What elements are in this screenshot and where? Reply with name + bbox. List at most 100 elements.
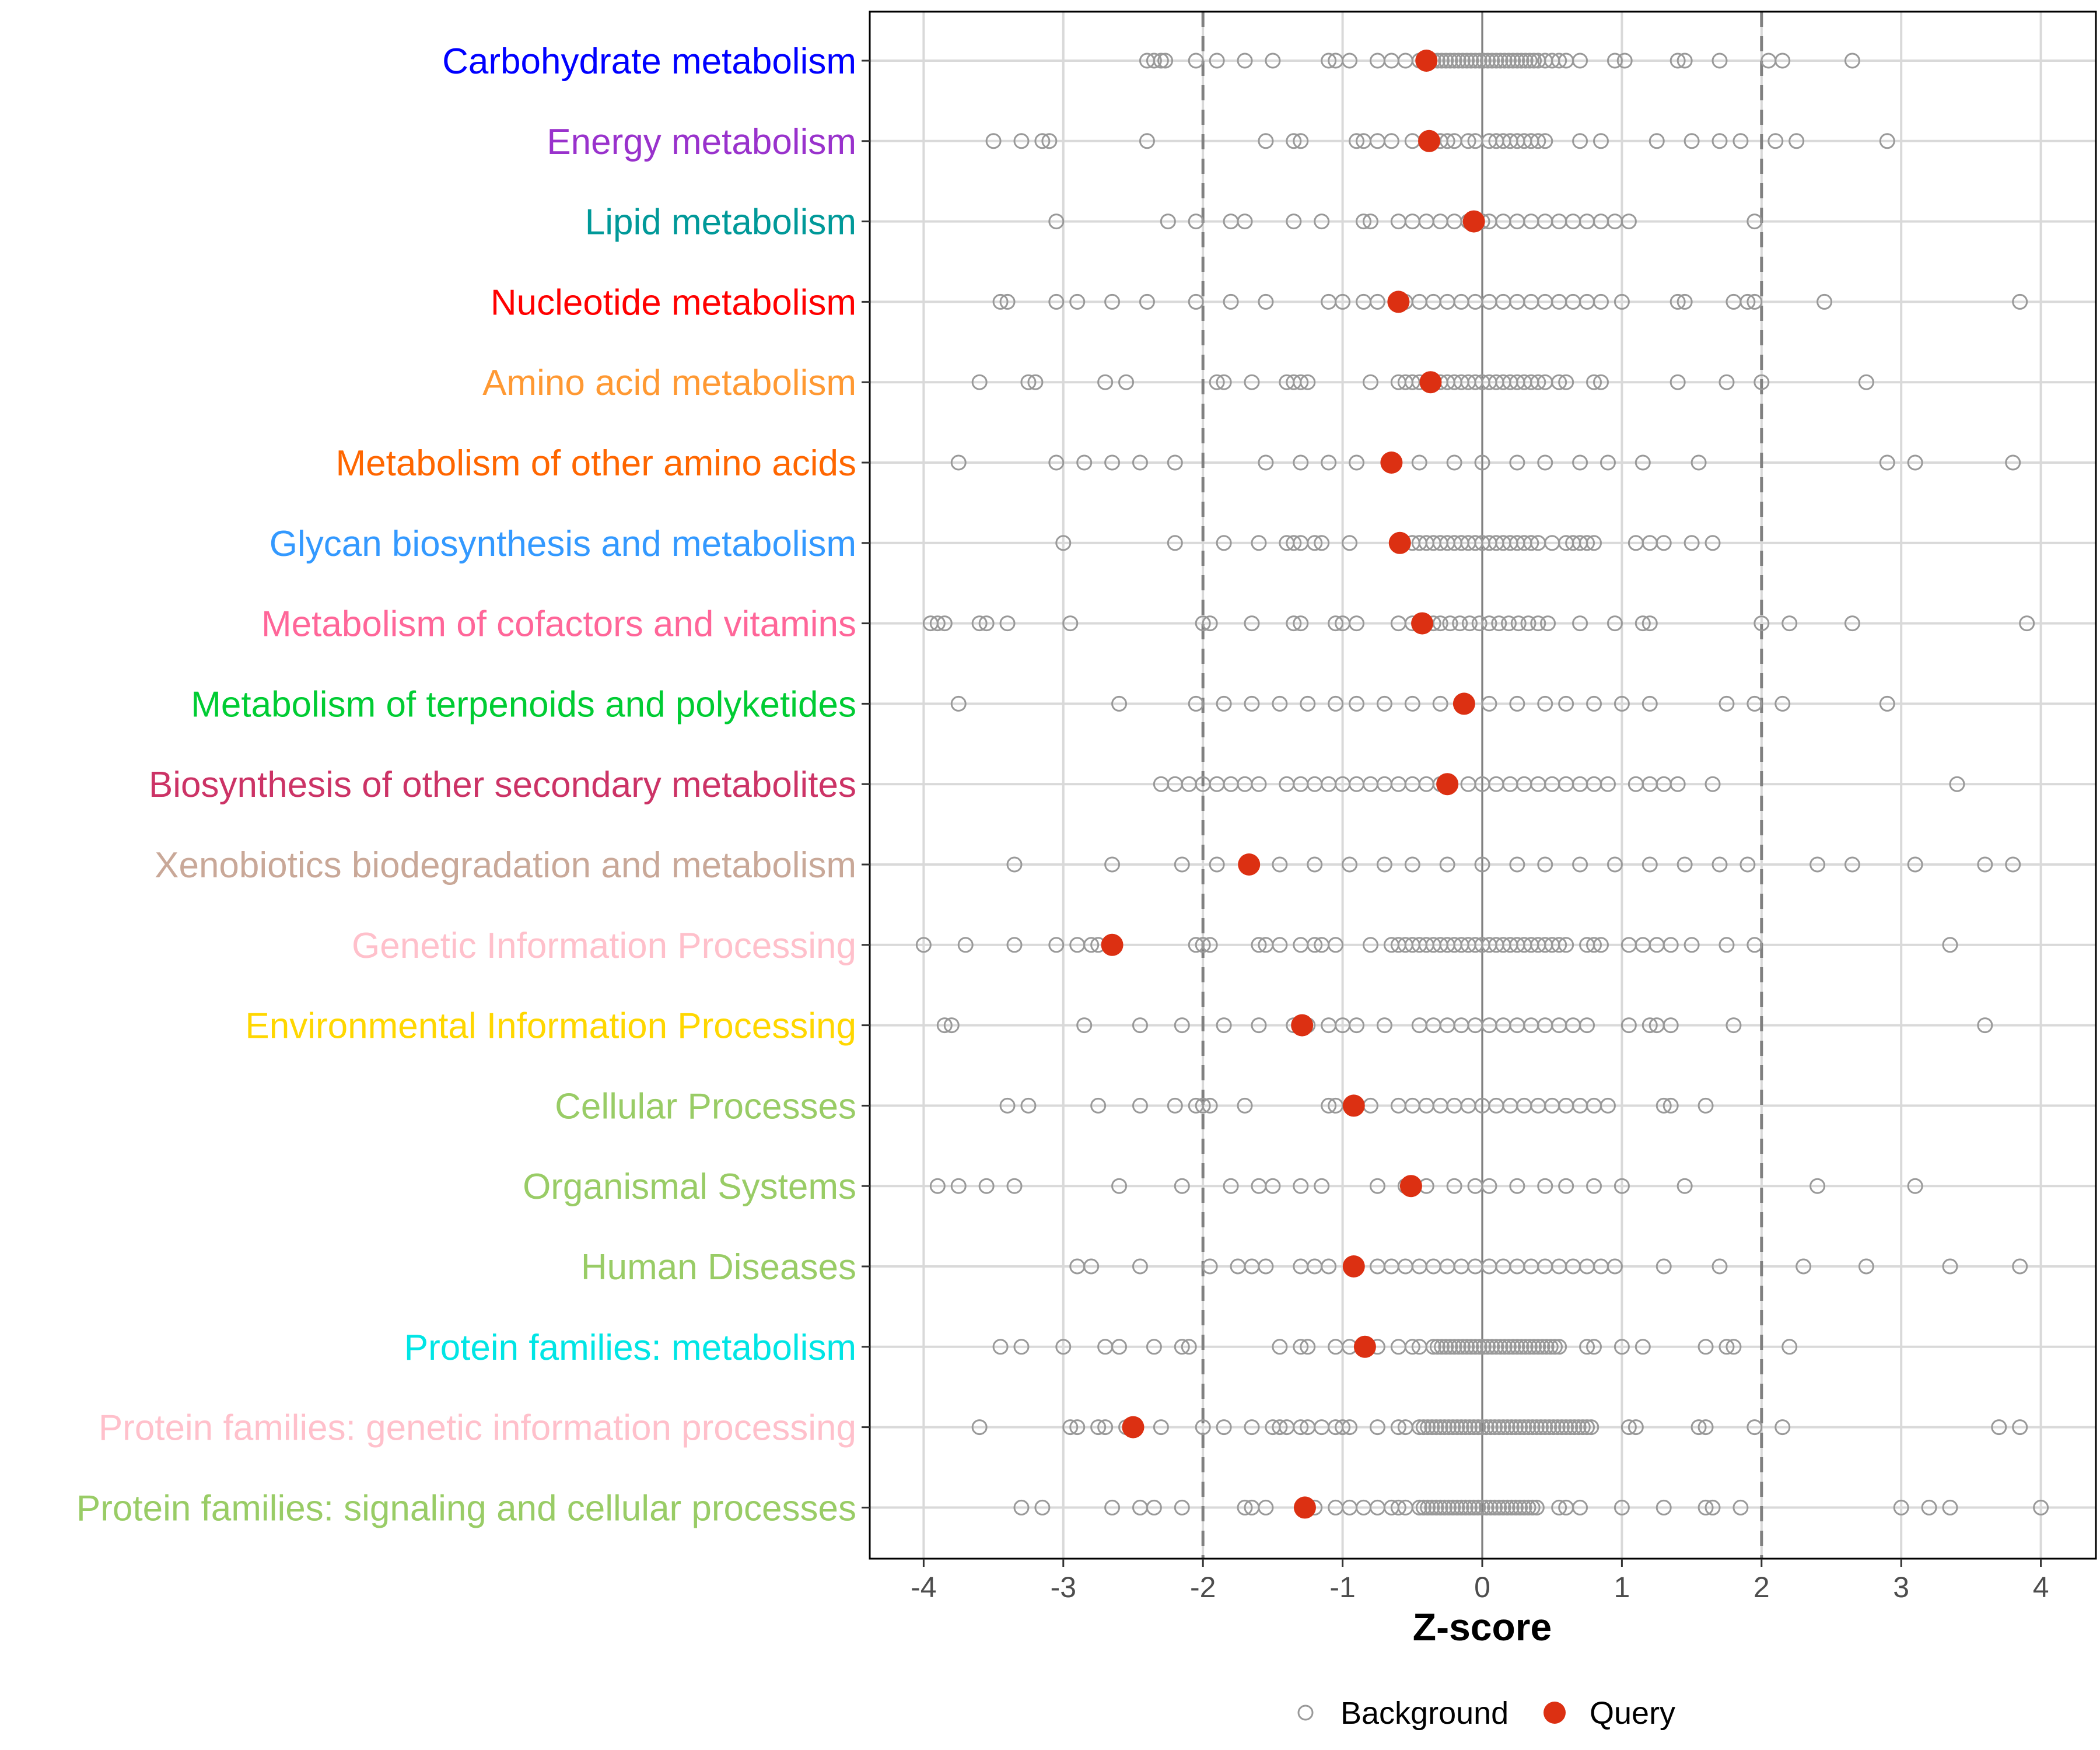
background-point: [1676, 52, 1693, 69]
x-tick-label: -2: [1190, 1571, 1216, 1604]
background-point: [1495, 1419, 1511, 1436]
background-point: [1642, 695, 1658, 712]
background-point: [1676, 293, 1693, 310]
background-point: [1006, 937, 1023, 953]
background-point: [1718, 374, 1735, 390]
background-point: [1432, 615, 1448, 632]
background-point: [1157, 52, 1174, 69]
background-point: [1844, 615, 1860, 632]
background-point: [1454, 1339, 1471, 1355]
background-point: [1572, 454, 1588, 471]
background-point: [1534, 1339, 1550, 1355]
background-point: [1048, 293, 1065, 310]
background-point: [1586, 1178, 1602, 1194]
background-point: [1216, 1017, 1232, 1034]
background-point: [1600, 1097, 1616, 1114]
background-point: [1684, 937, 1700, 953]
legend-background-marker: [1297, 1704, 1314, 1721]
background-point: [1286, 133, 1302, 149]
background-point: [1606, 1258, 1623, 1275]
background-point: [1642, 856, 1658, 873]
background-point: [1467, 52, 1483, 69]
background-point: [1209, 374, 1225, 390]
background-point: [1517, 1339, 1534, 1355]
background-point: [1491, 615, 1507, 632]
background-point: [1478, 1499, 1494, 1516]
background-point: [1104, 1499, 1121, 1516]
background-point: [1181, 1339, 1197, 1355]
background-point: [1411, 1499, 1427, 1516]
background-point: [1592, 937, 1609, 953]
background-point: [1390, 1419, 1406, 1436]
background-point: [1684, 535, 1700, 551]
background-point: [1006, 1178, 1023, 1194]
background-point: [1470, 1499, 1486, 1516]
background-point: [1048, 454, 1065, 471]
background-point: [1223, 293, 1239, 310]
background-point: [1746, 1419, 1763, 1436]
background-point: [1034, 1499, 1051, 1516]
background-point: [1810, 856, 1826, 873]
background-point: [1592, 293, 1609, 310]
background-point: [1480, 52, 1496, 69]
background-point: [1562, 1419, 1578, 1436]
background-point: [1314, 535, 1330, 551]
background-point: [1376, 1017, 1392, 1034]
background-point: [1614, 695, 1630, 712]
background-point: [1704, 1499, 1721, 1516]
x-tick-label: -1: [1329, 1571, 1355, 1604]
query-point: [1101, 933, 1124, 956]
background-point: [1774, 695, 1791, 712]
background-point: [1634, 454, 1651, 471]
background-point: [1810, 1178, 1826, 1194]
background-point: [1496, 1339, 1513, 1355]
background-point: [1509, 1339, 1525, 1355]
background-point: [1500, 52, 1517, 69]
background-point: [992, 1339, 1009, 1355]
background-point: [1244, 374, 1260, 390]
background-point: [1487, 1419, 1503, 1436]
background-point: [971, 615, 988, 632]
background-point: [1293, 374, 1309, 390]
background-point: [1429, 1339, 1446, 1355]
background-point: [1467, 1339, 1483, 1355]
background-point: [1446, 454, 1462, 471]
background-point: [1369, 293, 1385, 310]
background-point: [1048, 937, 1065, 953]
background-point: [1662, 1097, 1679, 1114]
x-tick-label: -4: [911, 1571, 936, 1604]
background-point: [1383, 133, 1399, 149]
background-point: [1844, 856, 1860, 873]
background-point: [1097, 374, 1114, 390]
background-point: [1048, 214, 1065, 230]
background-point: [1614, 1178, 1630, 1194]
background-point: [1216, 374, 1232, 390]
background-point: [1942, 1499, 1958, 1516]
background-point: [1111, 695, 1128, 712]
background-point: [1461, 1419, 1478, 1436]
background-point: [1718, 695, 1735, 712]
background-point: [1342, 1419, 1358, 1436]
background-point: [1488, 52, 1504, 69]
background-point: [1446, 52, 1462, 69]
background-point: [1977, 856, 1993, 873]
background-point: [1449, 1419, 1465, 1436]
background-point: [1495, 1499, 1511, 1516]
query-point: [1342, 1255, 1365, 1278]
background-point: [1774, 1419, 1791, 1436]
background-point: [1432, 1419, 1448, 1436]
background-point: [1216, 535, 1232, 551]
background-point: [1293, 1339, 1309, 1355]
x-tick-label: 0: [1474, 1571, 1490, 1604]
background-point: [1540, 615, 1556, 632]
query-point: [1291, 1014, 1314, 1037]
background-point: [1586, 1339, 1602, 1355]
background-point: [1251, 937, 1267, 953]
query-point: [1419, 371, 1442, 394]
category-label: Nucleotide metabolism: [491, 282, 856, 323]
background-point: [1656, 1258, 1672, 1275]
background-point: [1202, 1258, 1218, 1275]
background-point: [1328, 937, 1344, 953]
background-point: [1942, 937, 1958, 953]
background-point: [1442, 1339, 1458, 1355]
